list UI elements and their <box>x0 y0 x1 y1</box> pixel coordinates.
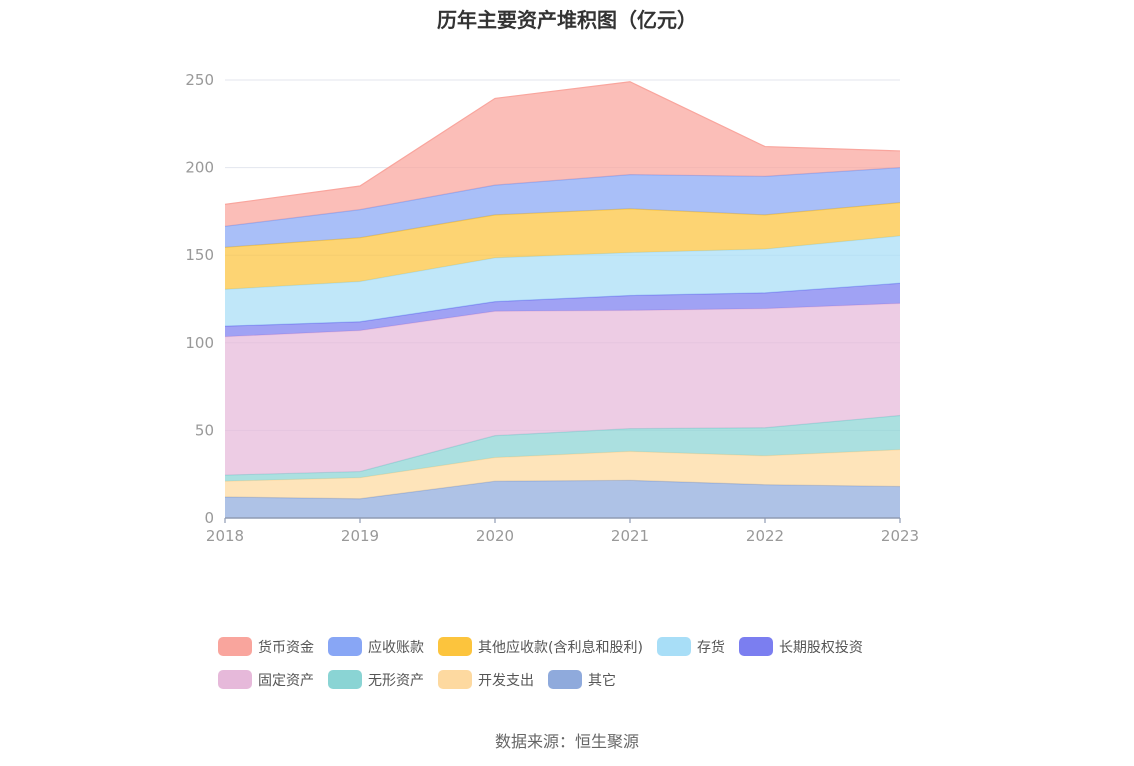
chart-title: 历年主要资产堆积图（亿元） <box>437 8 697 32</box>
area-series <box>225 415 900 482</box>
legend-label: 其它 <box>588 672 616 689</box>
legend-item[interactable]: 存货 <box>656 637 725 657</box>
area-layer <box>224 81 901 518</box>
x-tick-label: 2020 <box>476 527 514 545</box>
legend-item[interactable]: 长期股权投资 <box>738 637 863 657</box>
y-tick-label: 150 <box>185 246 214 264</box>
legend-item[interactable]: 其他应收款(含利息和股利) <box>438 637 643 657</box>
area-series-line <box>224 81 901 205</box>
legend-swatch <box>328 637 362 656</box>
legend-label: 应收账款 <box>368 639 424 656</box>
legend-swatch <box>218 670 252 689</box>
y-tick-label: 50 <box>195 421 214 439</box>
legend-swatch <box>218 637 252 656</box>
y-tick-label: 100 <box>185 334 214 352</box>
x-tick-label: 2018 <box>206 527 244 545</box>
x-tick-label: 2023 <box>881 527 919 545</box>
area-series <box>225 303 900 476</box>
legend-label: 无形资产 <box>368 672 424 689</box>
legend-item[interactable]: 开发支出 <box>438 670 534 690</box>
area-series <box>225 167 900 248</box>
x-tick-label: 2019 <box>341 527 379 545</box>
legend-row: 货币资金 应收账款 其他应收款(含利息和股利) 存货 长期股权投资 <box>218 630 938 663</box>
legend-item[interactable]: 货币资金 <box>218 637 314 657</box>
source-note: 数据来源：恒生聚源 <box>494 732 639 751</box>
legend-item[interactable]: 固定资产 <box>218 670 314 690</box>
x-tick-label: 2022 <box>746 527 784 545</box>
legend-label: 货币资金 <box>258 639 314 656</box>
area-series <box>225 283 900 337</box>
legend: 货币资金 应收账款 其他应收款(含利息和股利) 存货 长期股权投资 固定资产 无形资产 开发… <box>218 630 938 696</box>
area-series <box>225 235 900 327</box>
legend-swatch <box>656 637 691 656</box>
legend-label: 长期股权投资 <box>778 639 863 656</box>
legend-label: 其他应收款(含利息和股利) <box>478 639 643 656</box>
legend-label: 存货 <box>696 639 725 656</box>
x-tick-label: 2021 <box>611 527 649 545</box>
legend-swatch <box>738 637 773 656</box>
legend-row: 固定资产 无形资产 开发支出 其它 <box>218 663 938 696</box>
y-tick-label: 0 <box>204 509 214 527</box>
area-series <box>225 449 900 499</box>
area-series <box>225 202 900 290</box>
y-tick-label: 250 <box>185 71 214 89</box>
axis-layer: 0 50 100 150 200 250 2018 2019 2020 2021 2022 2023 <box>185 71 919 545</box>
legend-label: 开发支出 <box>478 672 534 689</box>
legend-item[interactable]: 无形资产 <box>328 670 424 690</box>
y-tick-label: 200 <box>185 159 214 177</box>
legend-item[interactable]: 其它 <box>548 670 616 690</box>
legend-swatch <box>438 637 472 656</box>
area-series <box>225 81 900 227</box>
legend-item[interactable]: 应收账款 <box>328 637 424 657</box>
legend-label: 固定资产 <box>258 672 314 689</box>
legend-swatch <box>548 670 582 689</box>
legend-swatch <box>328 670 362 689</box>
legend-swatch <box>438 670 472 689</box>
area-series <box>225 480 900 518</box>
